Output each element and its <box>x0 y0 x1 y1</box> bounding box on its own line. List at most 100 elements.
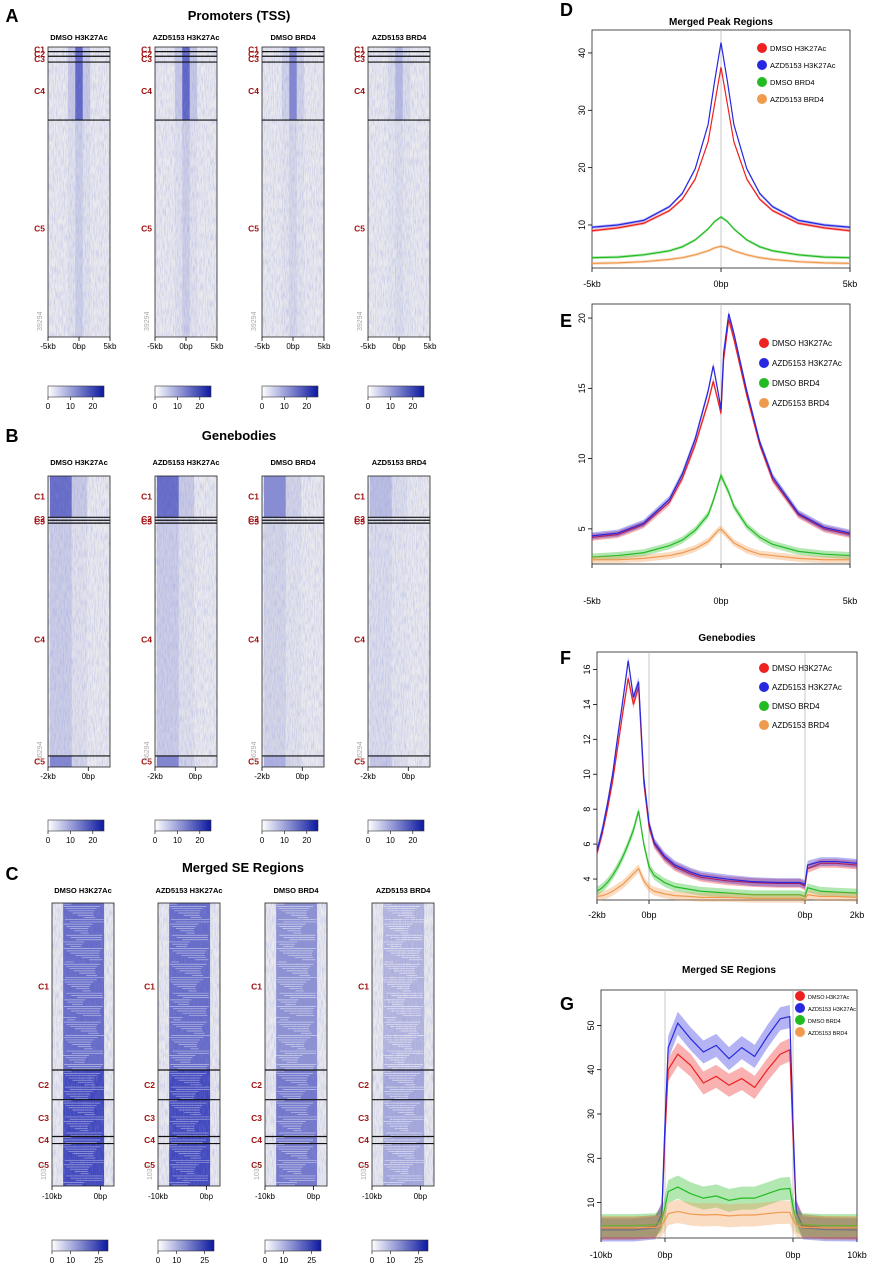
profile-plot-G: G Merged SE Regions 10 20 30 40 50 -10kb 0bp 0bp 1… <box>560 965 867 1260</box>
heatmap-xtick-label: 0bp <box>414 1192 428 1201</box>
heatmap-xtick-label: -5kb <box>254 342 270 351</box>
series-line <box>601 1186 857 1227</box>
colorbar-tick-label: 0 <box>50 1256 55 1265</box>
heatmap-xtick-label: 0bp <box>307 1192 321 1201</box>
series-band <box>597 806 857 901</box>
heatmap-frame <box>51 902 115 1187</box>
series-band <box>601 1199 857 1240</box>
heatmap-panel-A: A Promoters (TSS)DMSO H3K27AcC1C2C3C4C539… <box>6 6 437 411</box>
colorbar-tick-label: 10 <box>66 402 75 411</box>
heatmap-frame <box>261 475 325 768</box>
legend-swatch <box>795 1027 805 1037</box>
legend-label: DMSO H3K27Ac <box>772 339 832 348</box>
series-line <box>592 528 850 561</box>
heatmap-noise <box>262 47 324 337</box>
legend-swatch <box>795 991 805 1001</box>
heatmap-row-count: 1032 <box>41 1164 48 1180</box>
heatmap-sample-label: AZD5153 BRD4 <box>372 33 427 42</box>
heatmap-xtick-label: -2kb <box>40 772 56 781</box>
heatmap-row-count: 39294 <box>144 311 151 331</box>
colorbar-tick-label: 10 <box>66 836 75 845</box>
series-line <box>591 313 851 537</box>
cluster-label: C5 <box>248 224 259 234</box>
heatmap-row-count: 1032 <box>147 1164 154 1180</box>
heatmap-sample-label: DMSO H3K27Ac <box>50 458 108 467</box>
colorbar-tick-label: 25 <box>200 1256 209 1265</box>
series-line <box>591 42 851 228</box>
cluster-label: C5 <box>144 1160 155 1170</box>
legend-label: AZD5153 BRD4 <box>808 1031 847 1037</box>
panel-letter-G: G <box>560 994 574 1014</box>
xtick-label: 0bp <box>713 596 728 606</box>
ytick-label: 30 <box>577 105 587 115</box>
heatmap-sample-label: AZD5153 H3K27Ac <box>152 458 219 467</box>
ytick-label: 15 <box>577 383 587 393</box>
heatmap-title: Promoters (TSS) <box>188 8 291 23</box>
legend-swatch <box>759 720 769 730</box>
heatmap-panel-C: C Merged SE Regions DMSO H3K27Ac C1 C2 C3 C4 C5… <box>6 860 435 1265</box>
cluster-label: C3 <box>248 517 259 527</box>
cluster-label: C1 <box>248 44 259 54</box>
xtick-label: -10kb <box>590 1250 613 1260</box>
cluster-label: C2 <box>141 49 152 59</box>
series-line <box>591 245 851 265</box>
heatmap-xtick-label: -2kb <box>254 772 270 781</box>
cluster-label: C5 <box>141 756 152 766</box>
colorbar-tick-label: 0 <box>366 402 371 411</box>
cluster-label: C4 <box>38 1135 49 1145</box>
cluster-label: C2 <box>34 49 45 59</box>
colorbar-tick-label: 10 <box>386 1256 395 1265</box>
cluster-label: C4 <box>358 1135 369 1145</box>
colorbar-tick-label: 10 <box>173 836 182 845</box>
xtick-label: -2kb <box>588 910 606 920</box>
legend-swatch <box>759 378 769 388</box>
colorbar-tick-label: 0 <box>46 402 51 411</box>
ytick-label: 20 <box>577 163 587 173</box>
colorbar-tick-label: 20 <box>88 402 97 411</box>
colorbar-tick-label: 10 <box>172 1256 181 1265</box>
heatmap-row-count: 39294 <box>251 311 258 331</box>
cluster-label: C4 <box>141 86 152 96</box>
cluster-label: C3 <box>34 54 45 64</box>
xtick-label: 0bp <box>657 1250 672 1260</box>
colorbar-tick-label: 20 <box>408 402 417 411</box>
colorbar-tick-label: 20 <box>195 402 204 411</box>
legend-label: DMSO BRD4 <box>770 78 815 87</box>
series-line <box>591 473 851 558</box>
cluster-label: C5 <box>34 756 45 766</box>
xtick-label: 0bp <box>641 910 656 920</box>
cluster-label: C2 <box>144 1080 155 1090</box>
series-band <box>592 471 850 561</box>
heatmap-sample-label: DMSO BRD4 <box>270 33 316 42</box>
heatmap-row-count: 1032 <box>361 1164 368 1180</box>
heatmap-noise <box>265 903 327 1186</box>
heatmap-xtick-label: -5kb <box>40 342 56 351</box>
panel-letter-E: E <box>560 311 572 331</box>
colorbar-tick-label: 25 <box>94 1256 103 1265</box>
xtick-label: 0bp <box>797 910 812 920</box>
series-line <box>596 867 858 900</box>
legend-label: DMSO BRD4 <box>772 702 820 711</box>
cluster-label: C2 <box>354 514 365 524</box>
cluster-label: C1 <box>34 492 45 502</box>
series-line <box>596 678 858 887</box>
cluster-label: C3 <box>34 517 45 527</box>
legend-swatch <box>795 1003 805 1013</box>
chart-title: Merged Peak Regions <box>669 17 773 28</box>
heatmap-frame <box>154 475 218 768</box>
colorbar <box>51 1239 109 1252</box>
colorbar-tick-label: 0 <box>156 1256 161 1265</box>
xtick-label: 0bp <box>713 279 728 289</box>
ytick-label: 4 <box>582 877 592 882</box>
cluster-label: C2 <box>141 514 152 524</box>
colorbar <box>154 819 212 832</box>
ytick-label: 5 <box>577 526 587 531</box>
panel-letter-C: C <box>6 864 19 884</box>
cluster-label: C4 <box>34 635 45 645</box>
cluster-label: C2 <box>251 1080 262 1090</box>
legend-swatch <box>759 701 769 711</box>
colorbar-tick-label: 10 <box>280 836 289 845</box>
